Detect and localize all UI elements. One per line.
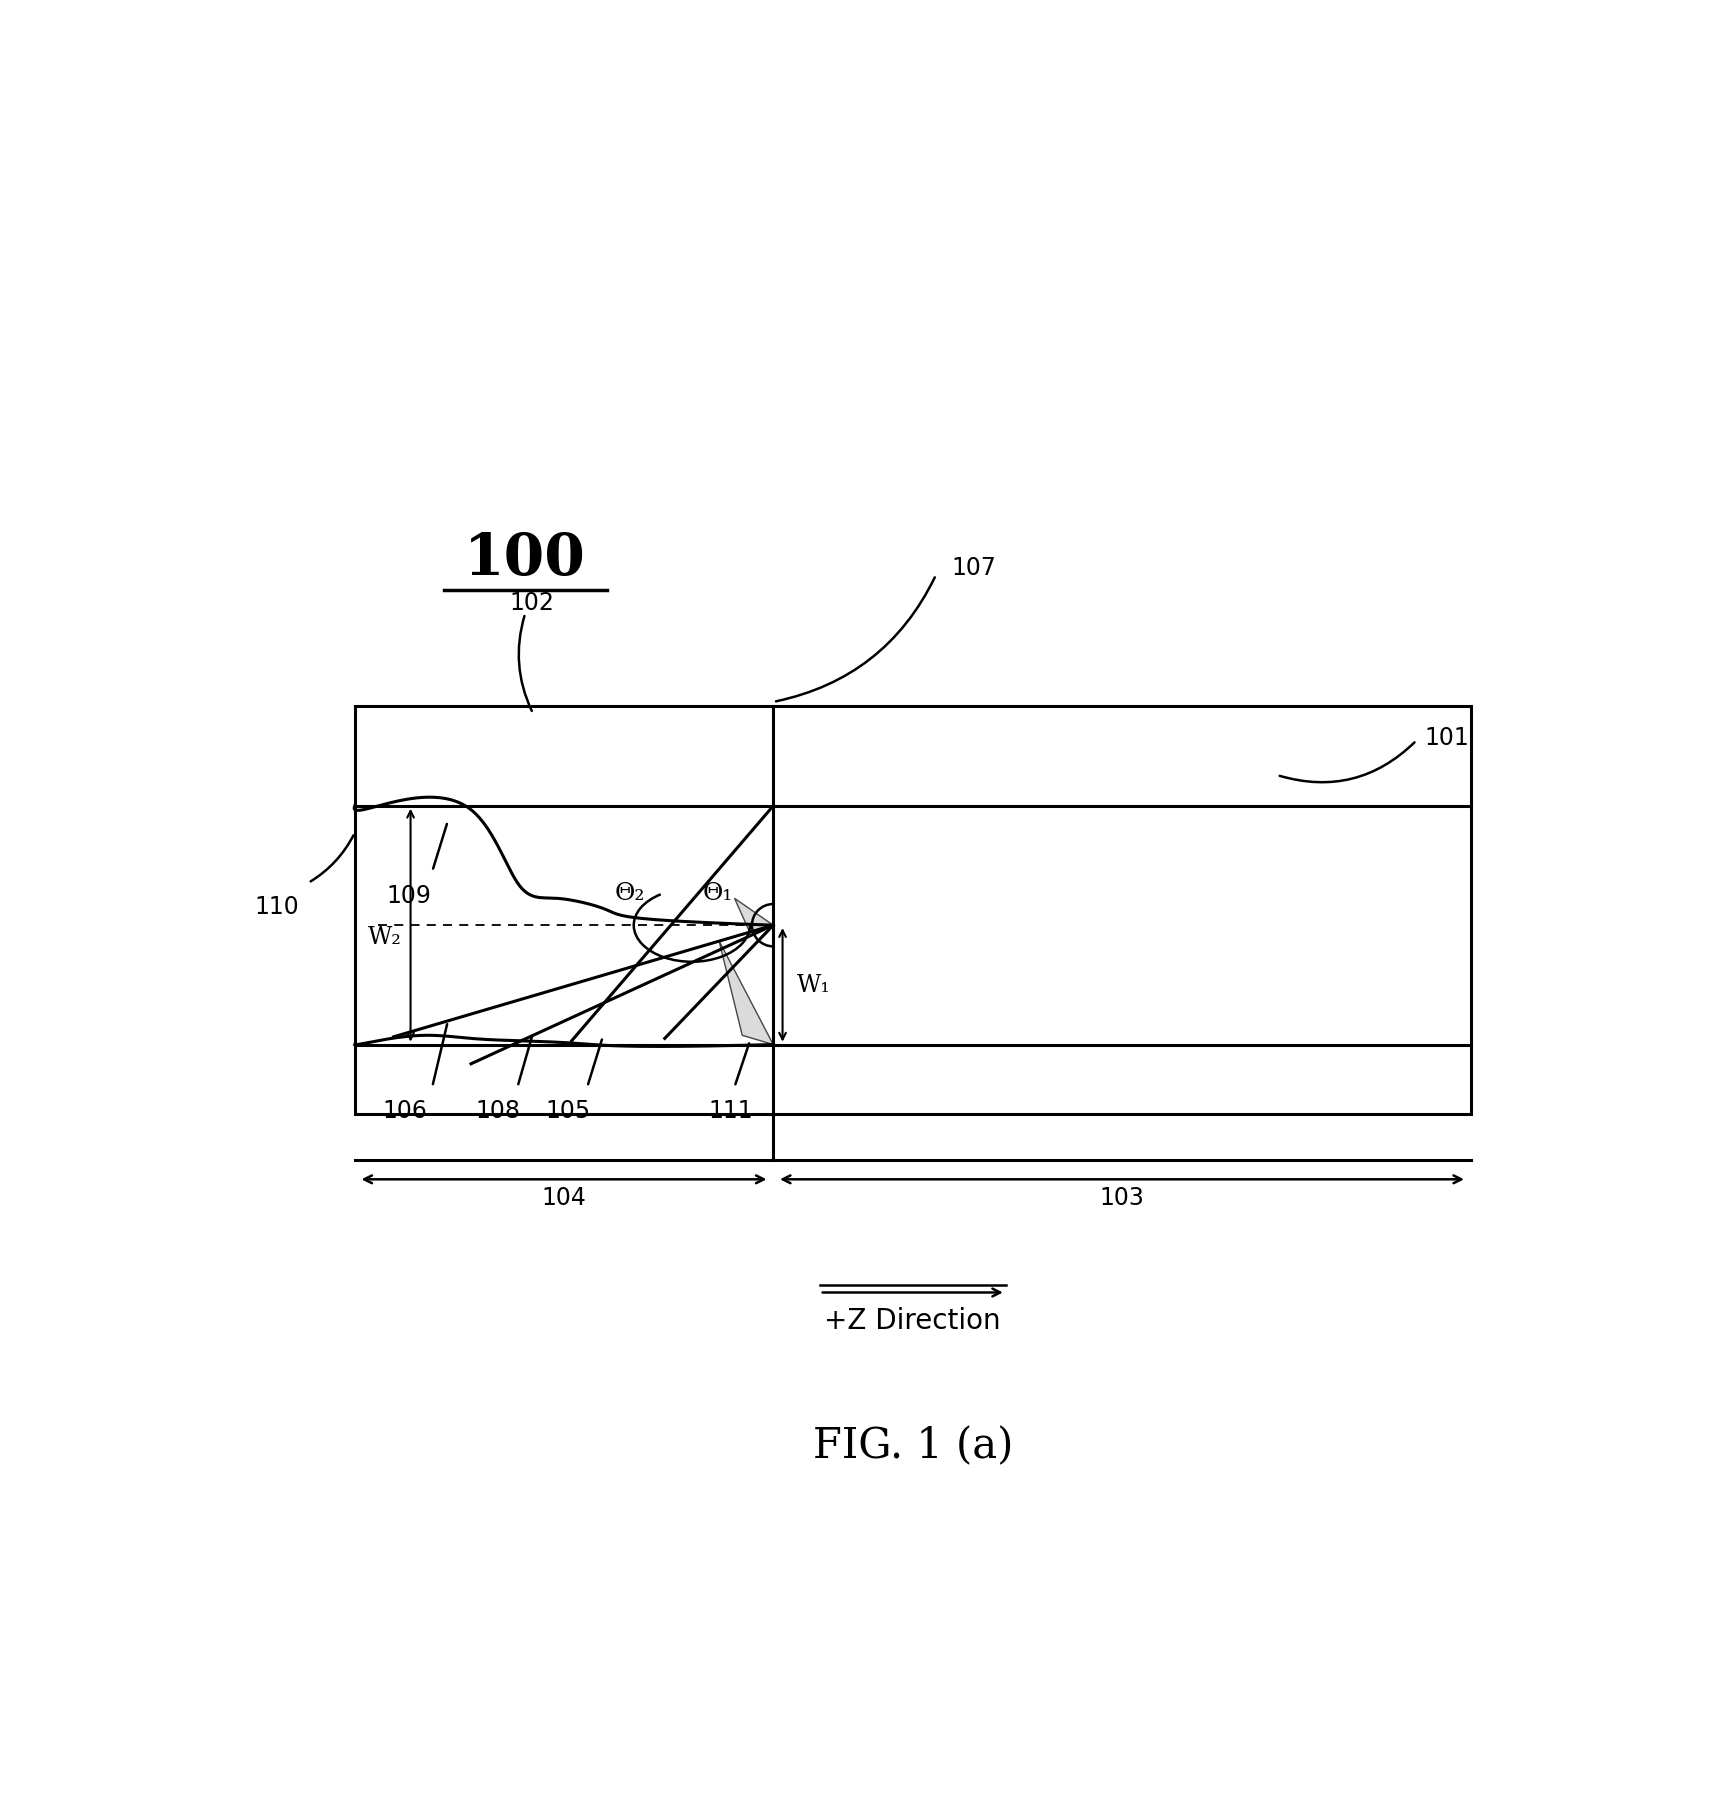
Text: 110: 110: [255, 894, 300, 920]
Text: +Z Direction: +Z Direction: [825, 1306, 1000, 1335]
Text: W₁: W₁: [797, 974, 830, 998]
Text: 107: 107: [952, 555, 997, 580]
Text: Θ₂: Θ₂: [615, 882, 646, 905]
Text: W₂: W₂: [367, 925, 401, 949]
Text: 104: 104: [541, 1186, 587, 1210]
Text: 106: 106: [382, 1099, 427, 1123]
Text: 101: 101: [1424, 726, 1469, 749]
Text: 111: 111: [708, 1099, 753, 1123]
Polygon shape: [720, 941, 773, 1045]
Text: Θ₁: Θ₁: [703, 882, 732, 905]
Text: 109: 109: [386, 883, 432, 907]
Text: 103: 103: [1100, 1186, 1145, 1210]
Text: 108: 108: [475, 1099, 520, 1123]
Text: 102: 102: [510, 591, 554, 615]
Text: 100: 100: [465, 532, 585, 588]
Text: FIG. 1 (a): FIG. 1 (a): [813, 1424, 1013, 1466]
Text: 105: 105: [546, 1099, 591, 1123]
Polygon shape: [735, 898, 773, 934]
